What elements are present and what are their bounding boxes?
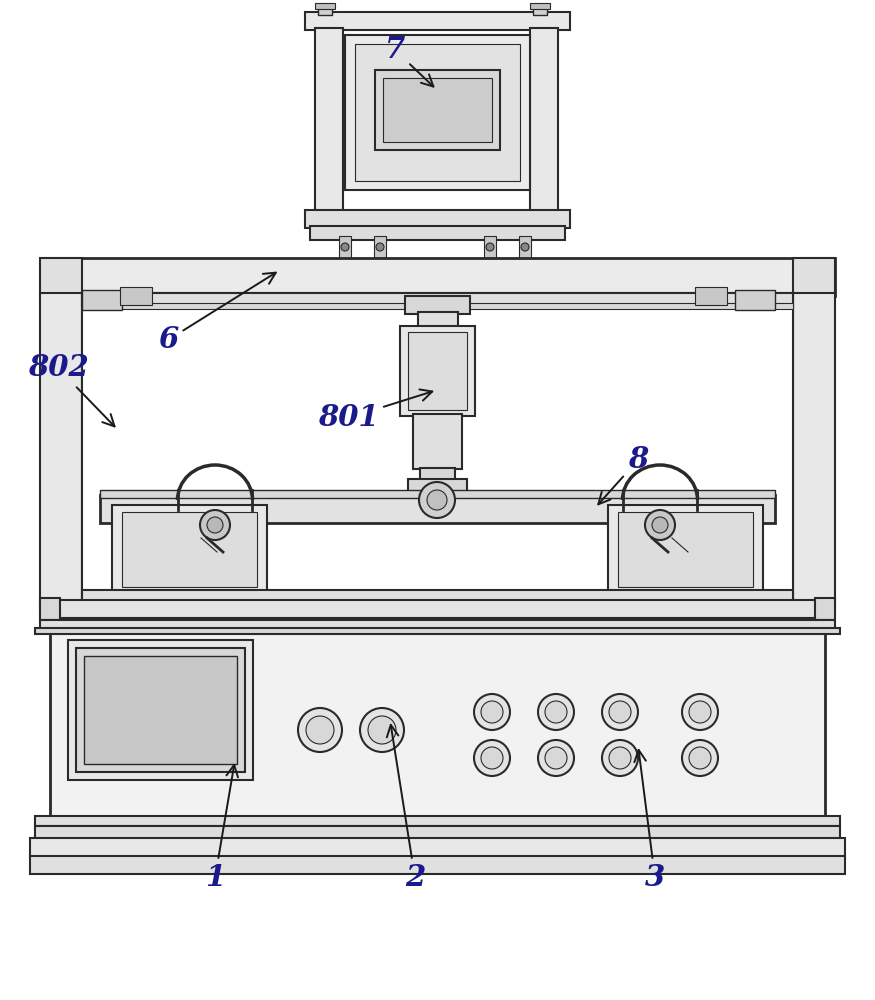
Bar <box>50 624 825 819</box>
Bar <box>315 3 335 9</box>
Bar <box>100 495 775 523</box>
Bar <box>40 620 835 630</box>
Bar <box>82 590 793 605</box>
Bar <box>100 490 775 498</box>
Bar <box>82 290 122 310</box>
Bar <box>82 303 793 309</box>
Bar <box>375 70 500 150</box>
Text: 3: 3 <box>634 750 665 892</box>
Bar <box>484 236 496 258</box>
Circle shape <box>538 694 574 730</box>
Circle shape <box>360 708 404 752</box>
Bar <box>345 35 530 190</box>
Bar <box>40 293 82 613</box>
Bar <box>82 293 793 305</box>
Bar <box>408 332 467 410</box>
Bar <box>76 648 245 772</box>
Bar <box>339 236 351 258</box>
Circle shape <box>602 740 638 776</box>
Bar <box>55 600 820 618</box>
Bar <box>310 226 565 240</box>
Bar <box>383 78 492 142</box>
Circle shape <box>200 510 230 540</box>
Circle shape <box>538 740 574 776</box>
Circle shape <box>419 482 455 518</box>
Bar <box>695 287 727 305</box>
Circle shape <box>427 490 447 510</box>
Bar <box>413 414 462 469</box>
Circle shape <box>645 510 675 540</box>
Bar <box>400 326 475 416</box>
Circle shape <box>689 747 711 769</box>
Bar <box>40 258 82 296</box>
Bar <box>793 258 835 296</box>
Circle shape <box>306 716 334 744</box>
Bar <box>35 628 840 634</box>
Circle shape <box>298 708 342 752</box>
Bar <box>84 656 237 764</box>
Circle shape <box>609 701 631 723</box>
Text: 802: 802 <box>28 354 115 426</box>
Circle shape <box>207 517 223 533</box>
Bar <box>408 479 467 501</box>
Text: 8: 8 <box>598 446 648 504</box>
Circle shape <box>609 747 631 769</box>
Bar <box>30 838 845 858</box>
Bar <box>122 512 257 587</box>
Bar <box>374 236 386 258</box>
Circle shape <box>481 701 503 723</box>
Bar <box>305 210 570 228</box>
Bar <box>40 258 835 296</box>
Bar <box>533 5 547 15</box>
Circle shape <box>545 747 567 769</box>
Bar <box>315 28 343 213</box>
Bar <box>530 28 558 213</box>
Circle shape <box>474 740 510 776</box>
Circle shape <box>652 517 668 533</box>
Bar <box>318 5 332 15</box>
Bar <box>112 505 267 595</box>
Bar <box>40 598 60 620</box>
Bar <box>530 3 550 9</box>
Bar <box>305 12 570 30</box>
Bar <box>82 293 793 613</box>
Circle shape <box>689 701 711 723</box>
Bar <box>418 312 458 328</box>
Circle shape <box>682 694 718 730</box>
Bar <box>618 512 753 587</box>
Bar <box>735 290 775 310</box>
Bar <box>793 293 835 613</box>
Bar <box>30 856 845 874</box>
Bar <box>35 816 840 826</box>
Bar <box>405 296 470 314</box>
Bar <box>608 505 763 595</box>
Bar <box>420 468 455 480</box>
Circle shape <box>376 243 384 251</box>
Bar <box>815 598 835 620</box>
Bar <box>355 44 520 181</box>
Text: 7: 7 <box>385 35 433 87</box>
Text: 6: 6 <box>158 273 276 355</box>
Text: 2: 2 <box>387 725 425 892</box>
Bar <box>519 236 531 258</box>
Bar <box>35 826 840 840</box>
Circle shape <box>368 716 396 744</box>
Circle shape <box>682 740 718 776</box>
Bar <box>120 287 152 305</box>
Circle shape <box>474 694 510 730</box>
Circle shape <box>486 243 494 251</box>
Circle shape <box>341 243 349 251</box>
Text: 801: 801 <box>318 389 432 432</box>
Circle shape <box>521 243 529 251</box>
Text: 1: 1 <box>205 765 238 892</box>
Bar <box>68 640 253 780</box>
Circle shape <box>545 701 567 723</box>
Circle shape <box>481 747 503 769</box>
Circle shape <box>602 694 638 730</box>
